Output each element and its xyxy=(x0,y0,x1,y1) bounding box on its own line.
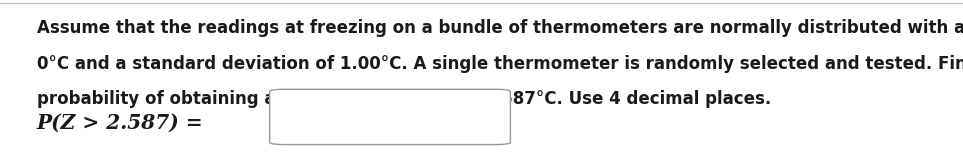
Text: 0°C and a standard deviation of 1.00°C. A single thermometer is randomly selecte: 0°C and a standard deviation of 1.00°C. … xyxy=(37,55,963,73)
Text: Assume that the readings at freezing on a bundle of thermometers are normally di: Assume that the readings at freezing on … xyxy=(37,19,963,37)
FancyBboxPatch shape xyxy=(270,89,510,145)
Text: P(Z > 2.587) =: P(Z > 2.587) = xyxy=(37,113,203,133)
Text: probability of obtaining a reading greater than 2.587°C. Use 4 decimal places.: probability of obtaining a reading great… xyxy=(37,90,770,108)
